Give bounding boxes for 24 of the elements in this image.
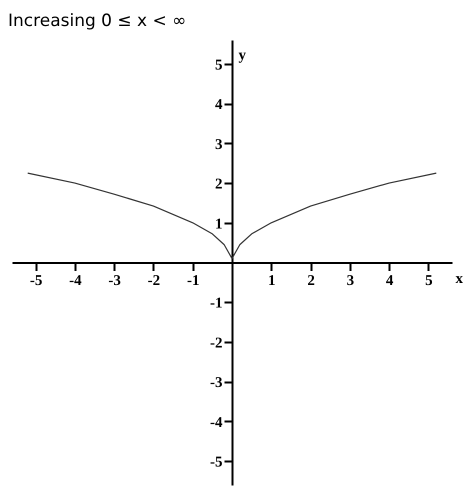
x-tick-label: 5 bbox=[425, 273, 433, 289]
chart-title: Increasing 0 ≤ x < ∞ bbox=[8, 11, 186, 31]
x-tick-label: -5 bbox=[30, 273, 42, 289]
y-tick-label: -3 bbox=[210, 375, 222, 392]
y-tick-label: 3 bbox=[215, 136, 222, 153]
x-axis-title: x bbox=[456, 271, 464, 287]
y-axis-title: y bbox=[238, 48, 246, 64]
x-tick-label: 1 bbox=[268, 273, 276, 289]
y-tick-label: -5 bbox=[210, 454, 222, 471]
x-tick-label: -2 bbox=[148, 273, 160, 289]
line-series bbox=[27, 172, 437, 260]
y-tick-label: 2 bbox=[215, 176, 222, 193]
y-tick-label: 1 bbox=[215, 216, 222, 232]
x-tick-label: 2 bbox=[307, 273, 315, 289]
y-tick-label: 4 bbox=[215, 97, 223, 114]
x-tick-label: 3 bbox=[346, 273, 354, 289]
x-tick-label: -1 bbox=[186, 273, 200, 289]
y-tick-label: 5 bbox=[215, 57, 222, 74]
y-tick-label: -1 bbox=[210, 296, 222, 312]
x-tick-label: -3 bbox=[108, 273, 121, 289]
x-tick-label: -4 bbox=[69, 273, 82, 289]
x-tick-label: 4 bbox=[386, 273, 394, 289]
y-tick-label: -4 bbox=[210, 414, 223, 431]
y-tick-label: -2 bbox=[210, 335, 222, 352]
